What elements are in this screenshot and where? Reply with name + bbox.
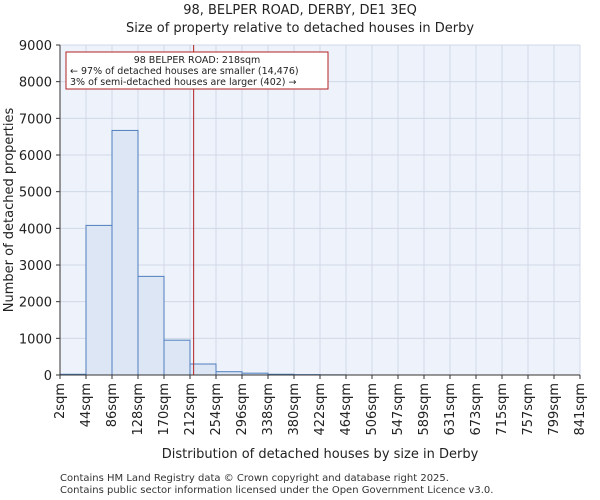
x-tick-label: 2sqm — [53, 383, 68, 419]
y-tick-label: 4000 — [19, 222, 52, 237]
annotation-smaller: ← 97% of detached houses are smaller (14… — [70, 66, 299, 77]
x-tick-label: 254sqm — [209, 383, 224, 436]
y-tick-label: 8000 — [19, 76, 52, 91]
footer-line-2: Contains public sector information licen… — [60, 485, 494, 496]
x-tick-label: 799sqm — [547, 383, 562, 436]
x-tick-label: 380sqm — [287, 383, 302, 436]
y-tick-label: 9000 — [19, 39, 52, 54]
y-tick-label: 2000 — [19, 296, 52, 311]
x-tick-label: 757sqm — [521, 383, 536, 436]
x-tick-label: 506sqm — [365, 383, 380, 436]
y-axis-title: Number of detached properties — [2, 108, 17, 313]
x-tick-label: 170sqm — [157, 383, 172, 436]
x-tick-label: 715sqm — [495, 383, 510, 436]
x-tick-label: 547sqm — [391, 383, 406, 436]
x-tick-label: 464sqm — [339, 383, 354, 436]
y-tick-label: 7000 — [19, 112, 52, 127]
histogram-bar — [137, 275, 165, 376]
x-tick-label: 212sqm — [183, 383, 198, 436]
histogram-bar — [85, 224, 113, 376]
y-tick-label: 5000 — [19, 186, 52, 201]
x-tick-label: 86sqm — [105, 383, 120, 427]
x-tick-label: 338sqm — [261, 383, 276, 436]
x-tick-label: 128sqm — [131, 383, 146, 436]
x-tick-label: 631sqm — [443, 383, 458, 436]
y-tick-label: 0 — [44, 369, 52, 384]
histogram-bar — [163, 339, 191, 376]
y-tick-label: 1000 — [19, 332, 52, 347]
annotation-larger: 3% of semi-detached houses are larger (4… — [70, 77, 297, 88]
histogram-bar — [111, 129, 139, 376]
y-tick-label: 6000 — [19, 149, 52, 164]
chart-title: 98, BELPER ROAD, DERBY, DE1 3EQ — [183, 3, 417, 18]
x-tick-label: 44sqm — [79, 383, 94, 427]
footer-line-1: Contains HM Land Registry data © Crown c… — [60, 473, 449, 484]
x-tick-label: 673sqm — [469, 383, 484, 436]
x-tick-label: 422sqm — [313, 383, 328, 436]
x-tick-label: 296sqm — [235, 383, 250, 436]
chart-subtitle: Size of property relative to detached ho… — [125, 21, 475, 36]
annotation-title: 98 BELPER ROAD: 218sqm — [134, 55, 261, 66]
x-tick-label: 589sqm — [417, 383, 432, 436]
x-axis-title: Distribution of detached houses by size … — [162, 447, 479, 462]
y-tick-label: 3000 — [19, 259, 52, 274]
x-tick-label: 841sqm — [573, 383, 588, 436]
annotation-box — [65, 51, 329, 90]
